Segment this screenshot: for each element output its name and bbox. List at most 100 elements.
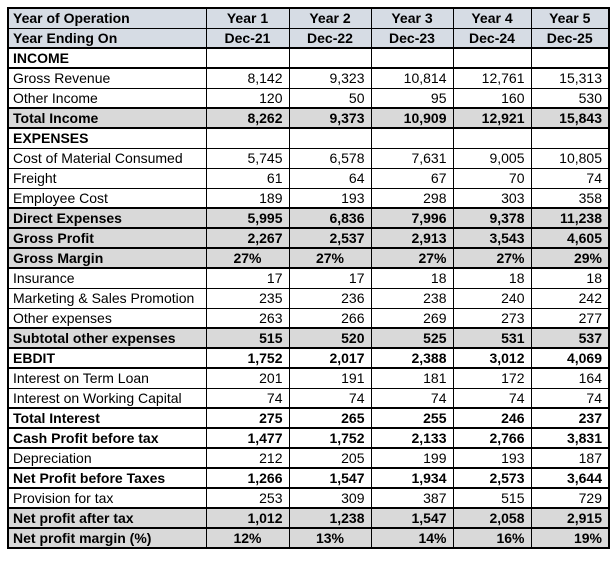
table-row: INCOME	[7, 47, 610, 69]
row-label: Total Interest	[7, 407, 207, 429]
row-label: Cash Profit before tax	[7, 427, 207, 449]
table-cell: 74	[530, 167, 610, 189]
row-label: Provision for tax	[7, 487, 207, 509]
table-cell: 193	[288, 187, 372, 209]
table-cell: 172	[452, 367, 532, 389]
table-row: Interest on Working Capital 74 74 74 74 74	[7, 387, 610, 409]
table-cell: 212	[205, 447, 290, 469]
table-cell: Dec-21	[205, 27, 290, 49]
row-label: Gross Margin	[7, 247, 207, 269]
table-cell: 2,388	[370, 347, 454, 369]
row-label: INCOME	[7, 47, 207, 69]
table-row: Other Income 120 50 95 160 530	[7, 87, 610, 109]
table-row: Year Ending On Dec-21 Dec-22 Dec-23 Dec-24 De…	[7, 27, 610, 49]
table-cell: 1,547	[370, 507, 454, 529]
table-cell: 273	[452, 307, 532, 329]
table-cell: 18	[452, 267, 532, 289]
table-cell: 19%	[530, 527, 610, 549]
table-cell: 1,752	[205, 347, 290, 369]
table-cell: 387	[370, 487, 454, 509]
table-cell: Dec-22	[288, 27, 372, 49]
row-label: EXPENSES	[7, 127, 207, 149]
table-cell: 275	[205, 407, 290, 429]
table-cell: 1,752	[288, 427, 372, 449]
table-cell: 15,843	[530, 107, 610, 129]
table-row: Cost of Material Consumed 5,745 6,578 7,631…	[7, 147, 610, 169]
table-cell: 242	[530, 287, 610, 309]
table-cell: Year 4	[452, 7, 532, 29]
table-cell: 235	[205, 287, 290, 309]
table-cell: 3,831	[530, 427, 610, 449]
table-cell: 266	[288, 307, 372, 329]
table-cell: 193	[452, 447, 532, 469]
table-cell: 27%	[452, 247, 532, 269]
table-cell: 358	[530, 187, 610, 209]
table-cell: 4,605	[530, 227, 610, 249]
table-row: Employee Cost 189 193 298 303 358	[7, 187, 610, 209]
table-cell: 2,913	[370, 227, 454, 249]
table-cell: 531	[452, 327, 532, 349]
table-cell: 520	[288, 327, 372, 349]
table-cell: 238	[370, 287, 454, 309]
table-cell: 11,238	[530, 207, 610, 229]
table-cell: 201	[205, 367, 290, 389]
table-cell: 530	[530, 87, 610, 109]
row-label: Marketing & Sales Promotion	[7, 287, 207, 309]
table-cell: 309	[288, 487, 372, 509]
table-cell: 525	[370, 327, 454, 349]
table-row: Direct Expenses 5,995 6,836 7,996 9,378 11,23…	[7, 207, 610, 229]
profit-loss-table: Year of Operation Year 1 Year 2 Year 3 Year …	[7, 7, 610, 549]
table-cell: Year 2	[288, 7, 372, 29]
table-cell: 74	[452, 387, 532, 409]
table-cell: 269	[370, 307, 454, 329]
table-cell	[370, 127, 454, 149]
table-cell: 1,934	[370, 467, 454, 489]
table-cell: 7,631	[370, 147, 454, 169]
table-cell	[530, 47, 610, 69]
row-label: Other expenses	[7, 307, 207, 329]
table-cell: 18	[370, 267, 454, 289]
table-row: Total Income 8,262 9,373 10,909 12,921 15,843	[7, 107, 610, 129]
row-label: Other Income	[7, 87, 207, 109]
table-cell: 10,814	[370, 67, 454, 89]
row-label: Direct Expenses	[7, 207, 207, 229]
table-cell: 1,547	[288, 467, 372, 489]
table-row: Insurance 17 17 18 18 18	[7, 267, 610, 289]
table-cell	[452, 127, 532, 149]
table-cell: 70	[452, 167, 532, 189]
table-cell: 6,836	[288, 207, 372, 229]
row-label: Net Profit before Taxes	[7, 467, 207, 489]
row-label: Subtotal other expenses	[7, 327, 207, 349]
table-cell: 237	[530, 407, 610, 429]
table-cell: 5,995	[205, 207, 290, 229]
table-cell: 2,058	[452, 507, 532, 529]
table-cell: 265	[288, 407, 372, 429]
table-cell: 27%	[205, 247, 290, 269]
table-cell	[370, 47, 454, 69]
row-label: Net profit after tax	[7, 507, 207, 529]
table-cell: 240	[452, 287, 532, 309]
table-cell: 64	[288, 167, 372, 189]
table-cell: 187	[530, 447, 610, 469]
table-cell: Year 1	[205, 7, 290, 29]
table-cell: 120	[205, 87, 290, 109]
table-row: Net profit after tax 1,012 1,238 1,547 2,058…	[7, 507, 610, 529]
table-cell: 15,313	[530, 67, 610, 89]
table-cell: Year 3	[370, 7, 454, 29]
table-cell: 2,915	[530, 507, 610, 529]
table-cell: 50	[288, 87, 372, 109]
table-cell: 5,745	[205, 147, 290, 169]
row-label: Interest on Term Loan	[7, 367, 207, 389]
table-row: Provision for tax 253 309 387 515 729	[7, 487, 610, 509]
table-cell: 1,477	[205, 427, 290, 449]
table-row: Net profit margin (%) 12% 13% 14% 16% 19%	[7, 527, 610, 549]
table-cell: 181	[370, 367, 454, 389]
table-cell: 255	[370, 407, 454, 429]
table-cell: 74	[205, 387, 290, 409]
table-cell: 8,142	[205, 67, 290, 89]
table-cell: 189	[205, 187, 290, 209]
financial-statement-sheet: Year of Operation Year 1 Year 2 Year 3 Year …	[7, 7, 610, 549]
table-cell: 3,543	[452, 227, 532, 249]
table-cell: 236	[288, 287, 372, 309]
table-cell: 74	[288, 387, 372, 409]
